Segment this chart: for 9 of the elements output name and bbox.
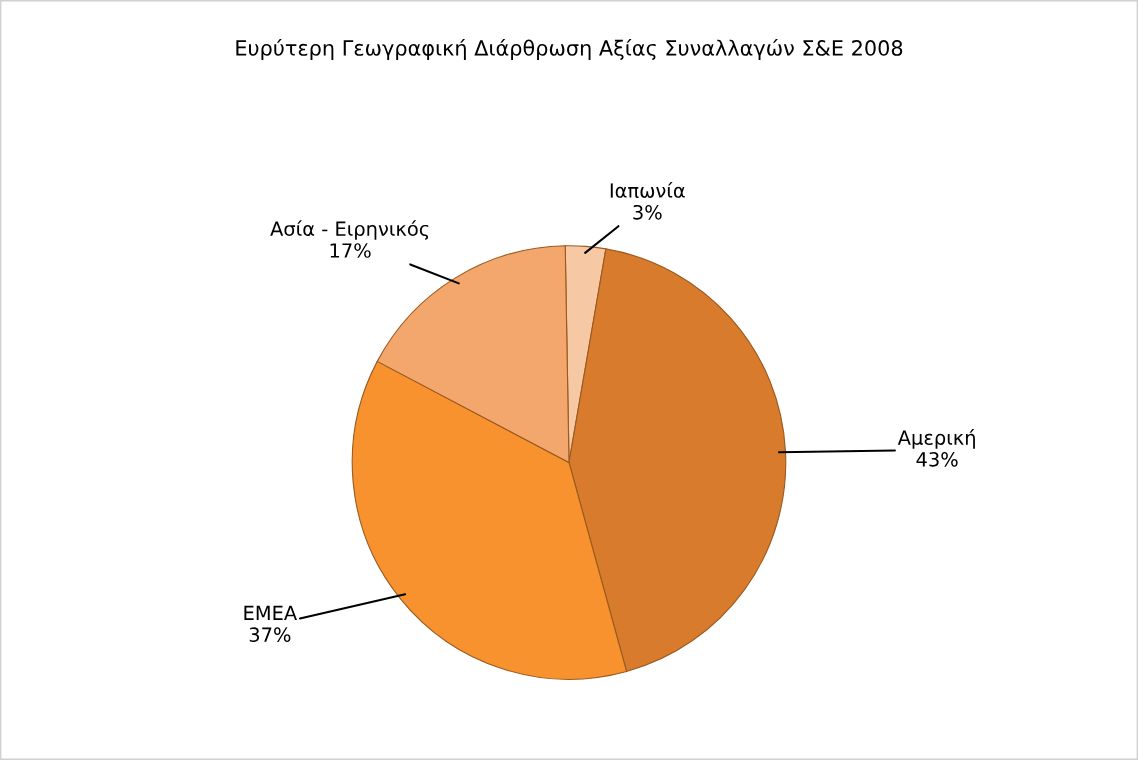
data-label: 3%: [633, 204, 662, 220]
data-label: 43%: [916, 451, 958, 467]
slice-label: Αμερική: [897, 429, 975, 449]
data-label: 37%: [249, 627, 291, 642]
slice-label: EMEA: [244, 605, 298, 620]
slice-label: Ασία - Ειρηνικός: [270, 220, 429, 240]
data-label: 17%: [330, 243, 371, 258]
chart-title: Ευρύτερη Γεωγραφική Διάρθρωση Αξίας Συναλλαγών Σ&Ε 2008: [236, 38, 903, 60]
slice-label: Ιαπωνία: [610, 182, 685, 198]
